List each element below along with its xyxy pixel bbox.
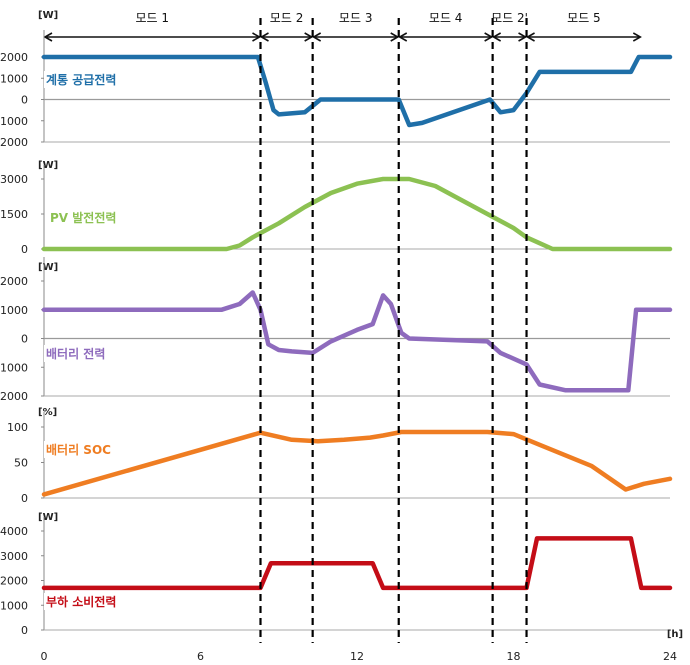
mode-arrowhead-right-6 bbox=[632, 32, 642, 42]
panel-1-tick-label-2: 1000 bbox=[0, 72, 28, 85]
panel-3-series-line bbox=[41, 290, 673, 393]
panel-unit-2: [W] bbox=[38, 160, 58, 171]
panel-5-tick-label-3: 2000 bbox=[0, 575, 28, 588]
mode-label-6: 모드 5 bbox=[567, 11, 601, 25]
panel-1-tick-label-4: -1000 bbox=[0, 115, 28, 128]
mode-label-4: 모드 4 bbox=[429, 11, 463, 25]
mode-arrowhead-left-1 bbox=[43, 32, 53, 42]
panel-2-tick-label-1: 3000 bbox=[0, 173, 28, 186]
x-tick-label-3: 12 bbox=[350, 650, 364, 663]
panel-1-tick-label-3: 0 bbox=[21, 94, 28, 107]
panel-3-tick-label-5: -2000 bbox=[0, 390, 28, 403]
panel-3-series-label: 배터리 전력 bbox=[46, 346, 105, 361]
panel-2-series-label-bg bbox=[48, 209, 119, 226]
x-axis-unit: [h] bbox=[667, 629, 683, 640]
panel-5-tick-label-2: 3000 bbox=[0, 550, 28, 563]
panel-3-tick-label-1: 2000 bbox=[0, 275, 28, 288]
mode-label-3: 모드 3 bbox=[339, 11, 373, 25]
panel-4-series-line bbox=[41, 429, 673, 497]
panel-unit-3: [W] bbox=[38, 262, 58, 273]
panel-1-tick-label-5: -2000 bbox=[0, 136, 28, 149]
panel-4-series-label: 배터리 SOC bbox=[46, 442, 111, 457]
panel-1-series-line bbox=[41, 54, 673, 128]
mode-label-1: 모드 1 bbox=[135, 11, 169, 25]
mode-label-5: 모드 2' bbox=[491, 11, 528, 25]
panel-unit-5: [W] bbox=[38, 512, 58, 523]
panel-3-tick-label-2: 1000 bbox=[0, 304, 28, 317]
x-tick-label-1: 0 bbox=[41, 650, 48, 663]
panel-3-tick-label-4: -1000 bbox=[0, 361, 28, 374]
panel-2-tick-label-2: 1500 bbox=[0, 208, 28, 221]
panel-4-tick-label-3: 0 bbox=[21, 492, 28, 505]
panel-3-tick-label-3: 0 bbox=[21, 333, 28, 346]
mode-label-2: 모드 2 bbox=[270, 11, 304, 25]
panel-5-tick-label-5: 0 bbox=[21, 624, 28, 637]
panel-2-series-line bbox=[41, 176, 673, 252]
panel-4-tick-label-1: 100 bbox=[7, 421, 28, 434]
panel-5-series-line bbox=[41, 536, 673, 591]
panel-5-tick-label-4: 1000 bbox=[0, 599, 28, 612]
panel-5-tick-label-1: 4000 bbox=[0, 525, 28, 538]
panel-4-tick-label-2: 50 bbox=[14, 457, 28, 470]
x-tick-label-5: 24 bbox=[663, 650, 677, 663]
panel-1-tick-label-1: 2000 bbox=[0, 51, 28, 64]
panel-4-series-label-bg bbox=[44, 441, 114, 458]
panel-unit-4: [%] bbox=[38, 407, 57, 418]
panel-2-tick-label-3: 0 bbox=[21, 243, 28, 256]
panel-1-series-label: 계통 공급전력 bbox=[46, 72, 116, 87]
panel-unit-1: [W] bbox=[38, 10, 58, 21]
x-tick-label-4: 18 bbox=[507, 650, 521, 663]
panel-3-series-label-bg bbox=[44, 345, 108, 362]
x-tick-label-2: 6 bbox=[197, 650, 204, 663]
panel-5-series-label: 부하 소비전력 bbox=[46, 594, 116, 609]
panel-5-series-label-bg bbox=[44, 593, 119, 610]
panel-2-series-label: PV 발전전력 bbox=[50, 210, 116, 225]
panel-1-series-label-bg bbox=[44, 71, 119, 88]
